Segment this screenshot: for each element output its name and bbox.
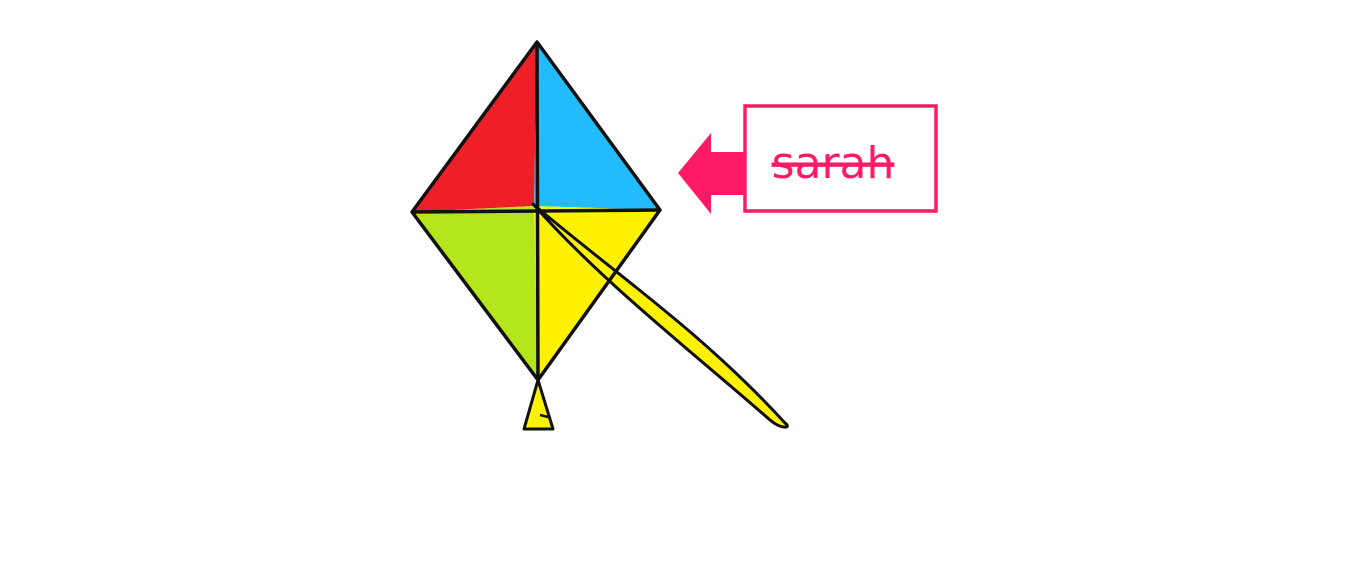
kite-spine-horizontal [411, 208, 661, 214]
kite-tassel-mark [539, 413, 549, 419]
kite-quadrant-bottom-right [534, 206, 660, 380]
left-arrow-icon [678, 133, 746, 214]
name-label-box [743, 104, 938, 213]
kite-tail [531, 202, 789, 429]
name-label-text: sarah [772, 138, 895, 189]
kite-tassel [522, 378, 555, 431]
